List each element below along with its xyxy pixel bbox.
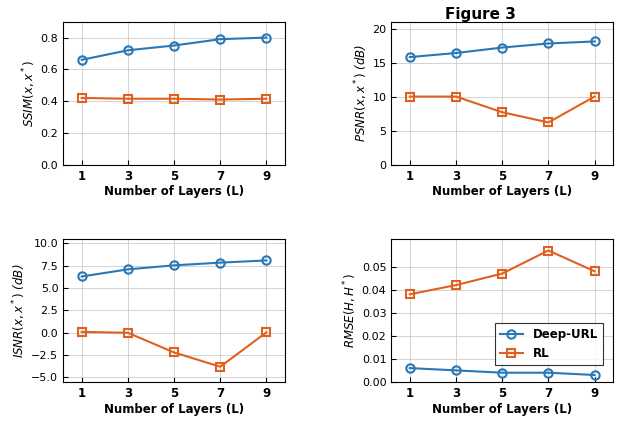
Legend: Deep-URL, RL: Deep-URL, RL (495, 323, 603, 365)
Y-axis label: $\it{PSNR(x,x^*)}$ (dB): $\it{PSNR(x,x^*)}$ (dB) (352, 44, 370, 142)
X-axis label: Number of Layers (L): Number of Layers (L) (432, 185, 572, 198)
X-axis label: Number of Layers (L): Number of Layers (L) (432, 403, 572, 416)
Text: Figure 3: Figure 3 (445, 7, 516, 22)
X-axis label: Number of Layers (L): Number of Layers (L) (104, 185, 244, 198)
Y-axis label: $\it{RMSE(H,H^*)}$: $\it{RMSE(H,H^*)}$ (341, 273, 359, 348)
X-axis label: Number of Layers (L): Number of Layers (L) (104, 403, 244, 416)
Y-axis label: $\it{SSIM(x,x^*)}$: $\it{SSIM(x,x^*)}$ (20, 60, 38, 127)
Y-axis label: $\it{ISNR(x,x^*)}$ (dB): $\it{ISNR(x,x^*)}$ (dB) (11, 263, 28, 358)
